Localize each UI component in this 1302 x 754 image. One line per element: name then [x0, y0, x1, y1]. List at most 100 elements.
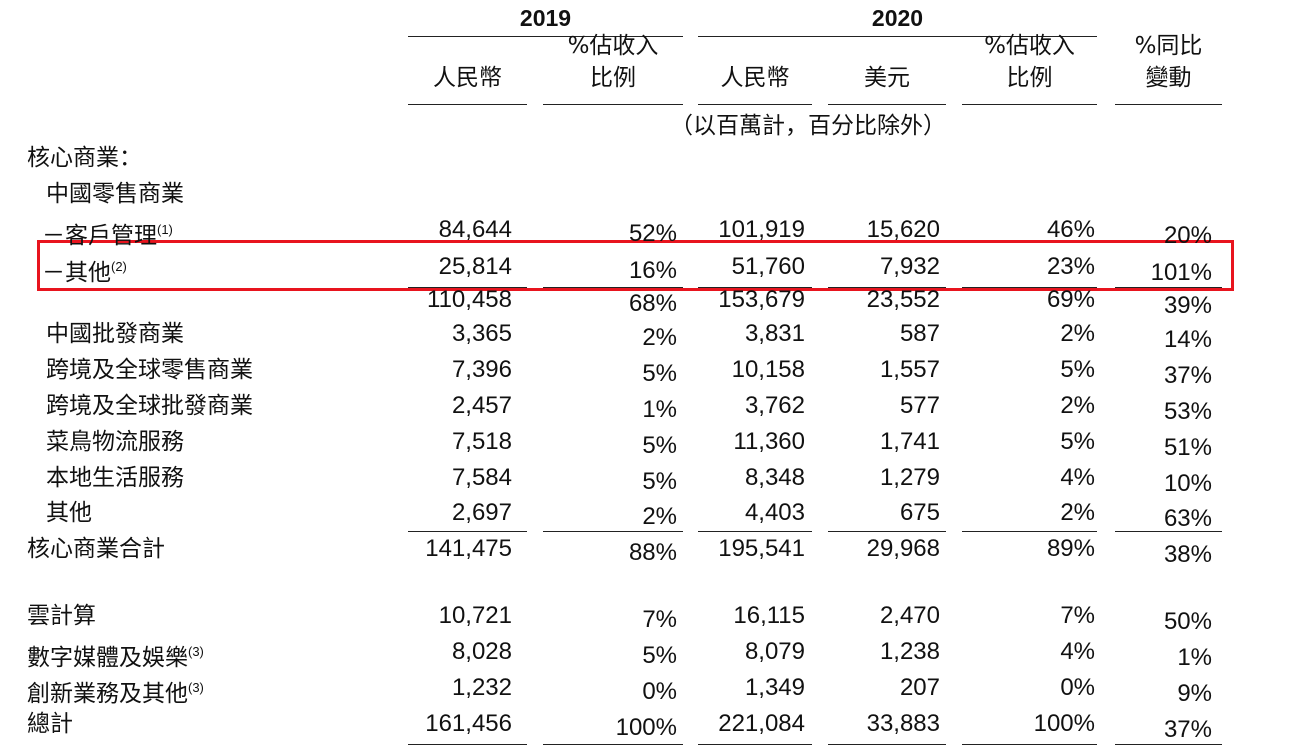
cell: 1,279	[879, 464, 940, 491]
cell: 29,968	[866, 535, 940, 562]
cell: 577	[899, 392, 940, 419]
row-label: －客戶管理(1)	[42, 222, 173, 249]
column-header: 人民幣	[433, 65, 502, 91]
cell: 15,620	[866, 216, 940, 243]
rule	[1115, 104, 1222, 105]
cell: 221,084	[718, 710, 805, 737]
cell: 11,360	[733, 428, 805, 455]
rule	[408, 531, 527, 532]
cell: 23,552	[866, 286, 940, 313]
cell: 0%	[1060, 674, 1095, 701]
cell: 2,470	[879, 602, 940, 629]
footnote-ref: (3)	[188, 644, 204, 659]
cell: 1,232	[451, 674, 512, 701]
cell: 5%	[642, 360, 677, 387]
cell: 7,518	[451, 428, 512, 455]
cell: 153,679	[718, 286, 805, 313]
cell: 88%	[628, 539, 677, 566]
rule	[408, 36, 683, 37]
cell: 37%	[1163, 362, 1212, 389]
cell: 1,741	[879, 428, 940, 455]
row-label: 核心商業：	[27, 145, 142, 171]
row-label: 核心商業合計	[27, 536, 165, 562]
rule	[1115, 744, 1222, 745]
row-label: 其他	[46, 500, 92, 526]
rule	[698, 531, 812, 532]
rule	[962, 104, 1097, 105]
rule	[408, 104, 527, 105]
cell: 587	[899, 320, 940, 347]
cell: 5%	[642, 642, 677, 669]
cell: 4%	[1060, 638, 1095, 665]
cell: 38%	[1163, 541, 1212, 568]
cell: 100%	[615, 714, 677, 741]
cell: 1,238	[879, 638, 940, 665]
cell: 1,349	[744, 674, 805, 701]
row-label: 創新業務及其他(3)	[27, 680, 204, 707]
cell: 101,919	[718, 216, 805, 243]
column-header: %同比	[1134, 33, 1203, 59]
cell: 2,457	[451, 392, 512, 419]
cell: 2%	[1060, 320, 1095, 347]
cell: 20%	[1163, 222, 1212, 249]
rule	[543, 531, 683, 532]
cell: 7,396	[451, 356, 512, 383]
cell: 46%	[1046, 216, 1095, 243]
cell: 207	[899, 674, 940, 701]
cell: 10%	[1163, 470, 1212, 497]
cell: 161,456	[425, 710, 512, 737]
cell: 63%	[1163, 505, 1212, 532]
column-header: 比例	[590, 65, 636, 91]
cell: 89%	[1046, 535, 1095, 562]
year-header: 2019	[519, 5, 572, 31]
cell: 5%	[642, 432, 677, 459]
column-header: 變動	[1145, 65, 1192, 91]
cell: 7%	[642, 606, 677, 633]
row-label: 總計	[27, 711, 73, 737]
cell: 39%	[1163, 292, 1212, 319]
cell: 5%	[642, 468, 677, 495]
rule	[828, 744, 946, 745]
year-header: 2020	[871, 5, 924, 31]
cell: 69%	[1046, 286, 1095, 313]
cell: 100%	[1033, 710, 1095, 737]
row-label: －其他(2)	[42, 259, 127, 286]
cell: 3,365	[451, 320, 512, 347]
cell: 51,760	[731, 253, 805, 280]
cell: 195,541	[718, 535, 805, 562]
cell: 16,115	[733, 602, 805, 629]
row-label: 跨境及全球零售商業	[46, 357, 253, 383]
footnote-ref: (2)	[111, 259, 127, 274]
unit-note: （以百萬計，百分比除外）	[670, 113, 946, 139]
cell: 51%	[1163, 434, 1212, 461]
rule	[828, 531, 946, 532]
row-label: 數字媒體及娛樂(3)	[27, 644, 204, 671]
footnote-ref: (3)	[188, 680, 204, 695]
row-label: 中國批發商業	[46, 321, 184, 347]
footnote-ref: (1)	[157, 222, 173, 237]
cell: 84,644	[438, 216, 512, 243]
rule	[828, 287, 946, 288]
rule	[698, 287, 812, 288]
cell: 110,458	[427, 286, 512, 313]
cell: 5%	[1060, 356, 1095, 383]
cell: 4%	[1060, 464, 1095, 491]
column-header: 人民幣	[720, 65, 790, 91]
cell: 14%	[1163, 326, 1212, 353]
cell: 8,348	[744, 464, 805, 491]
column-header: 比例	[1006, 65, 1053, 91]
rule	[408, 744, 527, 745]
rule	[698, 104, 812, 105]
row-label: 跨境及全球批發商業	[46, 393, 253, 419]
cell: 25,814	[438, 253, 512, 280]
rule	[543, 744, 683, 745]
cell: 4,403	[744, 499, 805, 526]
cell: 2%	[1060, 392, 1095, 419]
cell: 10,158	[731, 356, 805, 383]
cell: 52%	[628, 220, 677, 247]
cell: 37%	[1163, 716, 1212, 743]
row-label: 中國零售商業	[46, 181, 184, 207]
cell: 5%	[1060, 428, 1095, 455]
cell: 1,557	[879, 356, 940, 383]
cell: 675	[899, 499, 940, 526]
